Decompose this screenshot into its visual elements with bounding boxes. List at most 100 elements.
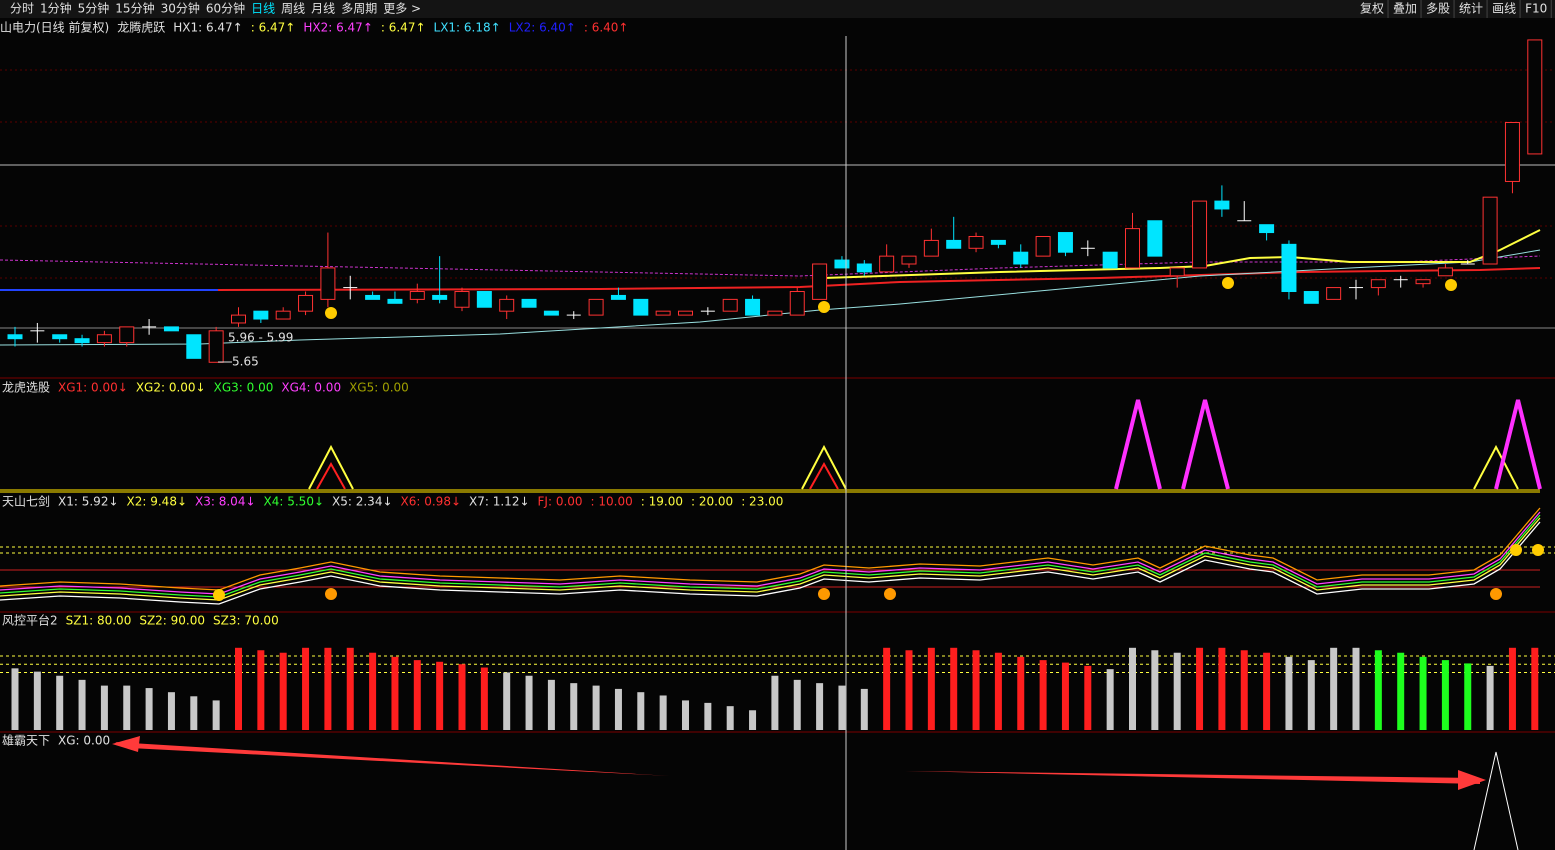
bar (614, 688, 622, 730)
candle-body (231, 314, 246, 324)
tab[interactable]: 更多 > (383, 2, 421, 16)
candle-body (722, 298, 738, 312)
bar (1352, 647, 1360, 730)
indicator-label: X1: 5.92↓ (58, 495, 119, 509)
indicator-label: LX1: 6.18↑ (434, 21, 501, 35)
toolbar-bg (0, 0, 1555, 18)
candle-body (678, 310, 693, 316)
indicator-label: XG4: 0.00 (281, 381, 341, 395)
bar (1419, 656, 1427, 730)
indicator-label: 龙腾虎跃 (117, 20, 165, 35)
bar (592, 685, 600, 730)
smiley-icon (213, 589, 225, 601)
tab[interactable]: 30分钟 (161, 1, 200, 16)
candle-body (1102, 251, 1118, 269)
up-icon (884, 588, 896, 600)
labels: 山电力(日线 前复权) 龙腾虎跃 HX1: 6.47↑: 6.47↑ HX2: 6.4… (0, 20, 783, 748)
candles (7, 39, 1543, 363)
tool-button[interactable]: F10 (1525, 2, 1547, 16)
indicator-label: LX2: 6.40↑ (509, 21, 576, 35)
bar (123, 685, 131, 730)
bar (905, 650, 913, 730)
money-icon (1532, 544, 1544, 556)
tab[interactable]: 月线 (311, 2, 335, 16)
candle-body (1192, 200, 1208, 269)
indicator-label: SZ1: 80.00 (66, 614, 132, 628)
bar (1285, 656, 1293, 730)
tool-button[interactable]: 统计 (1459, 2, 1483, 16)
candle-body (923, 239, 939, 257)
candle-body (186, 334, 202, 359)
spike (809, 461, 839, 490)
candle-body (52, 334, 68, 340)
indicator-label: : 10.00 (591, 495, 633, 509)
spike (1473, 751, 1519, 850)
bar (167, 692, 175, 730)
candle-body (253, 310, 269, 320)
tab[interactable]: 日线 (251, 2, 275, 16)
bar (235, 647, 242, 730)
candle-body (454, 291, 470, 308)
indicator-label: SZ3: 70.00 (213, 614, 279, 628)
tool-button[interactable]: 复权 (1360, 2, 1384, 16)
bar (279, 652, 287, 730)
tab[interactable]: 5分钟 (78, 1, 110, 16)
candle-body (1057, 232, 1073, 253)
bar (78, 679, 86, 730)
candle-body (74, 338, 90, 344)
indicator-label: : 20.00 (691, 495, 733, 509)
indicator-label: : 6.40↑ (584, 21, 629, 35)
candle-body (968, 235, 984, 249)
spike (1494, 399, 1542, 490)
bar (346, 647, 354, 730)
indicator-label: : 23.00 (741, 495, 783, 509)
arrow (115, 742, 670, 776)
bar (11, 668, 19, 730)
up-icon (1490, 588, 1502, 600)
candle-body (879, 255, 895, 273)
bar (436, 661, 444, 730)
candle-body (409, 291, 425, 300)
tool-button[interactable]: 叠加 (1393, 2, 1417, 16)
candle-body (387, 298, 403, 304)
indicator-label: HX1: 6.47↑ (173, 21, 243, 35)
spike (308, 444, 354, 490)
candle-body (320, 267, 336, 300)
candle-body (1370, 279, 1386, 289)
tab[interactable]: 60分钟 (206, 1, 245, 16)
bar (950, 647, 958, 730)
tab[interactable]: 分时 (10, 2, 34, 16)
indicator-label: XG1: 0.00↓ (58, 381, 128, 395)
tab[interactable]: 多周期 (341, 2, 377, 16)
tool-button[interactable]: 多股 (1426, 2, 1450, 16)
bar (56, 675, 64, 730)
money-icon (1510, 544, 1522, 556)
arrow (905, 771, 1480, 784)
indicator-label: HX2: 6.47↑ (303, 21, 373, 35)
ma-line (0, 249, 1541, 346)
smiley-icon (818, 301, 830, 313)
tab[interactable]: 15分钟 (115, 1, 154, 16)
tab[interactable]: 周线 (281, 2, 305, 16)
candle-body (365, 294, 381, 300)
bar (1464, 663, 1472, 730)
candle-body (1482, 196, 1498, 265)
indicator-label: SZ2: 90.00 (139, 614, 205, 628)
indicator-label: 天山七剑 (2, 494, 50, 509)
spike (1473, 444, 1519, 490)
bar (682, 700, 689, 730)
bar (257, 650, 265, 730)
indicator-label: X6: 0.98↓ (401, 495, 462, 509)
indicator-label: X5: 2.34↓ (332, 495, 393, 509)
candle-body (856, 263, 872, 273)
bar (1196, 647, 1204, 730)
bar (994, 652, 1002, 730)
candle-body (1259, 224, 1275, 234)
tool-button[interactable]: 画线 (1492, 2, 1516, 16)
candle-body (119, 326, 135, 344)
icons (325, 277, 1457, 319)
candle-body (610, 294, 626, 300)
tab[interactable]: 1分钟 (40, 1, 72, 16)
bar (1263, 652, 1271, 730)
candle-body (990, 239, 1006, 245)
